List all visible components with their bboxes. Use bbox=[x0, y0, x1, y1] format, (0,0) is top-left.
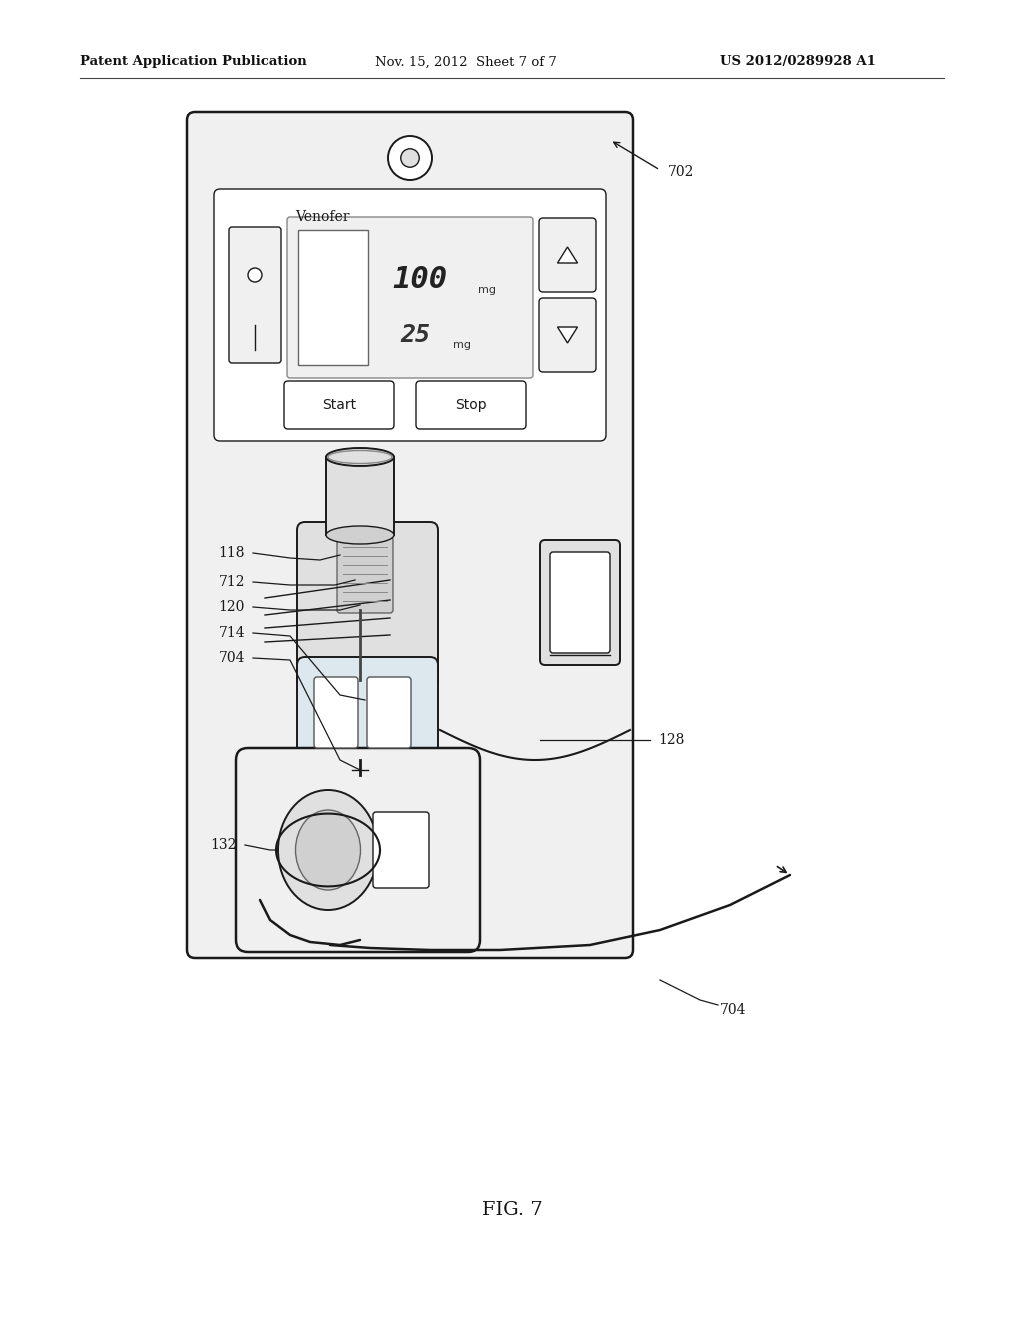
Bar bbox=[298, 230, 368, 366]
Text: mg: mg bbox=[453, 341, 471, 350]
Text: 714: 714 bbox=[218, 626, 245, 640]
Text: Nov. 15, 2012  Sheet 7 of 7: Nov. 15, 2012 Sheet 7 of 7 bbox=[375, 55, 557, 69]
Ellipse shape bbox=[326, 525, 394, 544]
FancyBboxPatch shape bbox=[187, 112, 633, 958]
FancyBboxPatch shape bbox=[236, 748, 480, 952]
FancyBboxPatch shape bbox=[367, 677, 411, 748]
Text: 712: 712 bbox=[218, 576, 245, 589]
FancyBboxPatch shape bbox=[214, 189, 606, 441]
Ellipse shape bbox=[326, 447, 394, 466]
Polygon shape bbox=[557, 327, 578, 343]
Text: 704: 704 bbox=[720, 1003, 746, 1016]
Ellipse shape bbox=[296, 810, 360, 890]
FancyBboxPatch shape bbox=[539, 218, 596, 292]
Text: 120: 120 bbox=[219, 601, 245, 614]
FancyBboxPatch shape bbox=[416, 381, 526, 429]
FancyBboxPatch shape bbox=[539, 298, 596, 372]
Text: 702: 702 bbox=[668, 165, 694, 180]
Text: Patent Application Publication: Patent Application Publication bbox=[80, 55, 307, 69]
FancyBboxPatch shape bbox=[297, 521, 438, 688]
Circle shape bbox=[248, 268, 262, 282]
Polygon shape bbox=[557, 247, 578, 263]
FancyBboxPatch shape bbox=[229, 227, 281, 363]
FancyBboxPatch shape bbox=[284, 381, 394, 429]
FancyBboxPatch shape bbox=[550, 552, 610, 653]
Text: 704: 704 bbox=[218, 651, 245, 665]
Text: 132: 132 bbox=[211, 838, 237, 851]
Bar bbox=[326, 457, 394, 535]
Circle shape bbox=[400, 149, 419, 168]
Text: 118: 118 bbox=[218, 546, 245, 560]
Text: Venofer: Venofer bbox=[295, 210, 349, 224]
FancyBboxPatch shape bbox=[540, 540, 620, 665]
Text: FIG. 7: FIG. 7 bbox=[481, 1201, 543, 1218]
Text: Stop: Stop bbox=[456, 399, 486, 412]
Text: 25: 25 bbox=[400, 323, 430, 347]
Circle shape bbox=[388, 136, 432, 180]
Text: 100: 100 bbox=[392, 265, 447, 294]
Text: US 2012/0289928 A1: US 2012/0289928 A1 bbox=[720, 55, 876, 69]
Text: 128: 128 bbox=[658, 733, 684, 747]
FancyBboxPatch shape bbox=[297, 657, 438, 768]
FancyBboxPatch shape bbox=[337, 537, 393, 612]
Ellipse shape bbox=[278, 789, 378, 909]
FancyBboxPatch shape bbox=[373, 812, 429, 888]
FancyBboxPatch shape bbox=[314, 677, 358, 748]
Text: mg: mg bbox=[478, 285, 496, 294]
FancyBboxPatch shape bbox=[287, 216, 534, 378]
Text: Start: Start bbox=[322, 399, 356, 412]
